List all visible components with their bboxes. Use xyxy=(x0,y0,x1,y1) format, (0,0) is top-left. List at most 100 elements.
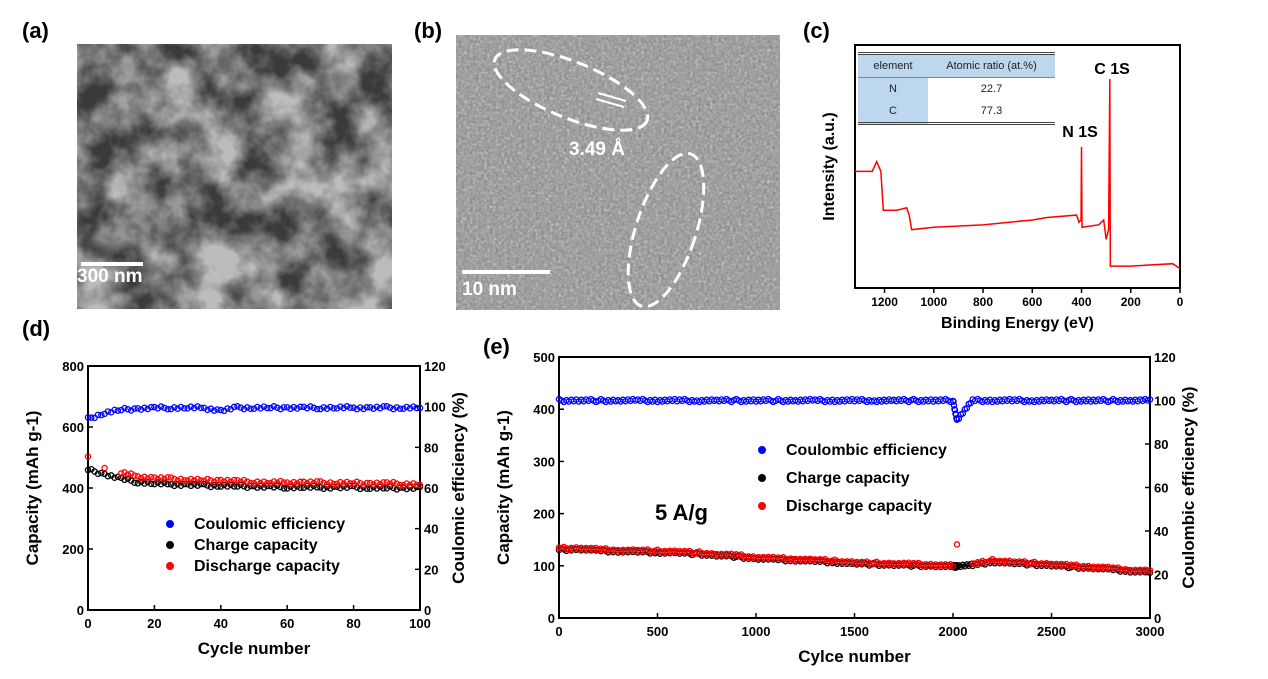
data-point-discharge-capacity xyxy=(267,479,274,487)
data-point-discharge-capacity xyxy=(230,476,238,484)
data-point-charge-capacity xyxy=(141,480,148,487)
data-point-charge-capacity xyxy=(190,480,198,488)
data-point-coulomic-efficiency xyxy=(283,404,291,411)
x-tick-label: 0 xyxy=(84,616,91,631)
data-point-coulomic-efficiency xyxy=(403,403,410,411)
data-point-discharge-capacity xyxy=(327,479,334,486)
panel-label-e: (e) xyxy=(483,334,510,359)
data-point-coulomic-efficiency xyxy=(340,404,347,412)
data-point-charge-capacity xyxy=(277,483,284,491)
data-point-discharge-capacity xyxy=(84,453,92,460)
data-point-discharge-capacity xyxy=(403,480,410,487)
data-point-discharge-capacity xyxy=(144,475,152,482)
scale-bar-label: 10 nm xyxy=(462,279,517,300)
data-point-charge-capacity xyxy=(323,483,331,491)
data-point-coulomic-efficiency xyxy=(254,403,261,411)
legend-label: Coulomic efficiency xyxy=(194,516,345,533)
data-point-charge-capacity xyxy=(220,481,228,489)
legend-marker xyxy=(758,474,766,482)
data-point-coulomic-efficiency xyxy=(164,405,171,413)
data-point-charge-capacity xyxy=(376,483,384,491)
data-point-discharge-capacity xyxy=(164,474,171,481)
x-tick-label: 0 xyxy=(555,624,562,639)
legend-marker xyxy=(758,502,766,510)
data-point-coulomic-efficiency xyxy=(320,404,327,411)
data-point-discharge-capacity xyxy=(194,475,201,483)
y2-tick-label: 120 xyxy=(424,359,446,374)
data-point-charge-capacity xyxy=(181,480,188,488)
data-point-coulomic-efficiency xyxy=(277,405,284,413)
data-point-discharge-capacity xyxy=(1146,567,1154,574)
data-point-coulomic-efficiency xyxy=(350,404,357,411)
data-point-coulombic-efficiency xyxy=(950,398,957,405)
data-point-charge-capacity xyxy=(360,483,367,491)
data-point-charge-capacity xyxy=(380,485,387,492)
data-point-discharge-capacity xyxy=(181,477,188,484)
data-point-charge-capacity xyxy=(207,483,215,491)
legend-label: Charge capacity xyxy=(786,470,910,487)
lattice-spacing-label: 3.49 Å xyxy=(569,139,625,160)
data-point-discharge-capacity xyxy=(310,479,318,487)
data-point-discharge-capacity xyxy=(190,477,198,484)
data-point-discharge-capacity xyxy=(300,478,308,486)
data-point-coulomic-efficiency xyxy=(376,404,384,412)
x-tick-label: 60 xyxy=(280,616,294,631)
data-point-discharge-capacity xyxy=(227,478,235,485)
data-point-charge-capacity xyxy=(157,480,165,488)
data-point-charge-capacity xyxy=(283,485,291,492)
data-point-coulomic-efficiency xyxy=(273,404,281,411)
data-point-discharge-capacity xyxy=(287,480,294,488)
data-point-discharge-capacity xyxy=(273,479,281,487)
y2-tick-label: 40 xyxy=(1154,524,1168,539)
data-point-discharge-capacity xyxy=(151,474,158,481)
data-point-discharge-capacity xyxy=(134,473,142,480)
data-point-charge-capacity xyxy=(111,474,118,481)
data-point-charge-capacity xyxy=(174,480,181,488)
y-tick-label: 400 xyxy=(533,402,555,417)
data-point-discharge-capacity xyxy=(303,480,311,487)
y2-tick-label: 60 xyxy=(1154,481,1168,496)
data-point-discharge-capacity xyxy=(177,475,185,483)
data-point-discharge-capacity xyxy=(383,479,391,486)
data-point-coulomic-efficiency xyxy=(234,403,241,410)
sem-image: 300 nm xyxy=(77,44,392,309)
data-point-discharge-capacity xyxy=(277,477,284,485)
data-point-discharge-capacity xyxy=(293,480,301,487)
xps-plot-frame xyxy=(854,44,1181,289)
data-point-charge-capacity xyxy=(204,482,211,489)
data-point-discharge-capacity xyxy=(360,481,367,488)
data-point-discharge-capacity xyxy=(161,475,168,483)
data-point-charge-capacity xyxy=(290,484,298,492)
x-axis-label: Cylce number xyxy=(798,647,911,666)
data-point-discharge-capacity xyxy=(307,478,314,485)
data-point-discharge-capacity xyxy=(337,478,344,486)
data-point-charge-capacity xyxy=(137,478,145,486)
data-point-charge-capacity xyxy=(293,483,301,490)
data-point-coulomic-efficiency xyxy=(134,405,142,412)
y-tick-label: 0 xyxy=(548,611,555,626)
data-point-coulomic-efficiency xyxy=(190,404,198,412)
x-tick-label: 600 xyxy=(1022,295,1042,309)
data-point-charge-capacity xyxy=(224,483,231,490)
data-point-discharge-capacity xyxy=(317,478,324,485)
data-point-coulomic-efficiency xyxy=(210,407,218,414)
x-tick-label: 0 xyxy=(1177,295,1184,309)
data-point-coulomic-efficiency xyxy=(141,404,148,412)
data-point-charge-capacity xyxy=(370,483,377,491)
data-point-discharge-capacity xyxy=(197,477,205,484)
data-point-coulomic-efficiency xyxy=(98,411,105,419)
x-tick-label: 2500 xyxy=(1037,624,1066,639)
y2-tick-label: 40 xyxy=(424,522,438,537)
data-point-discharge-capacity xyxy=(131,472,138,479)
tem-image: 3.49 Å 10 nm xyxy=(456,35,780,310)
y2-tick-label: 60 xyxy=(424,481,438,496)
legend-marker xyxy=(166,541,174,549)
data-point-charge-capacity xyxy=(167,481,175,488)
data-point-charge-capacity xyxy=(386,483,394,490)
data-point-coulomic-efficiency xyxy=(224,405,231,412)
data-point-coulomic-efficiency xyxy=(184,405,191,412)
legend-label: Discharge capacity xyxy=(194,558,340,575)
data-point-coulomic-efficiency xyxy=(317,405,324,413)
data-point-charge-capacity xyxy=(114,473,122,481)
